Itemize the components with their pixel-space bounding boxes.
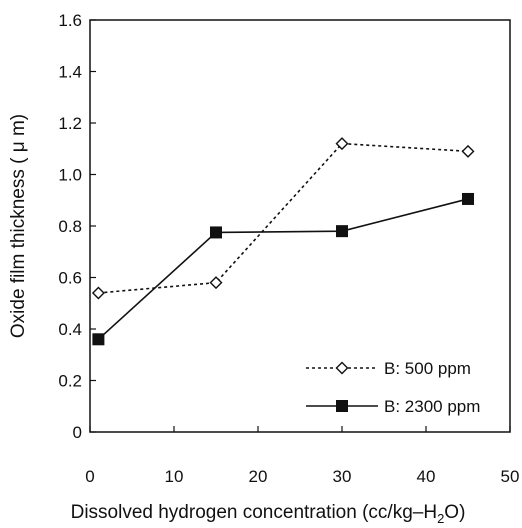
- x-tick-label: 50: [501, 467, 520, 486]
- series-line-1: [98, 142, 469, 294]
- y-tick-label: 1.0: [58, 166, 82, 185]
- data-point-square: [210, 226, 222, 239]
- x-tick-label: 10: [165, 467, 184, 486]
- y-tick-label: 0: [73, 423, 82, 442]
- legend-label: B: 2300 ppm: [384, 397, 480, 416]
- x-tick-label: 40: [417, 467, 436, 486]
- x-tick-label: 0: [85, 467, 94, 486]
- x-axis-label-main: Dissolved hydrogen concentration (cc/kg–…: [71, 502, 437, 523]
- series-layer: [91, 137, 475, 346]
- y-tick-label: 0.2: [58, 372, 82, 391]
- x-tick-label: 20: [249, 467, 268, 486]
- y-axis-label: Oxide film thickness ( μ m): [8, 114, 29, 338]
- x-axis-label: Dissolved hydrogen concentration (cc/kg–…: [71, 502, 466, 526]
- y-tick-label: 1.6: [58, 11, 82, 30]
- y-tick-label: 1.4: [58, 63, 82, 82]
- x-tick-label: 30: [333, 467, 352, 486]
- legend-marker-square: [336, 400, 348, 412]
- y-tick-label: 1.2: [58, 114, 82, 133]
- data-point-diamond: [461, 144, 475, 158]
- series-line-2: [97, 198, 469, 340]
- legend-marker-diamond: [335, 361, 349, 375]
- x-axis-label-subscript: 2: [437, 511, 444, 526]
- data-point-diamond: [209, 276, 223, 290]
- legend: B: 500 ppm B: 2300 ppm: [306, 359, 480, 416]
- data-point-diamond: [91, 286, 105, 300]
- legend-label: B: 500 ppm: [384, 359, 471, 378]
- y-tick-label: 0.6: [58, 269, 82, 288]
- data-point-square: [462, 192, 474, 205]
- data-point-diamond: [335, 137, 349, 151]
- y-tick-label: 0.4: [58, 320, 82, 339]
- data-point-square: [92, 333, 105, 346]
- data-point-square: [336, 225, 348, 238]
- x-axis-label-end: O): [444, 502, 465, 523]
- plot-frame: [89, 19, 511, 433]
- y-tick-label: 0.8: [58, 217, 82, 236]
